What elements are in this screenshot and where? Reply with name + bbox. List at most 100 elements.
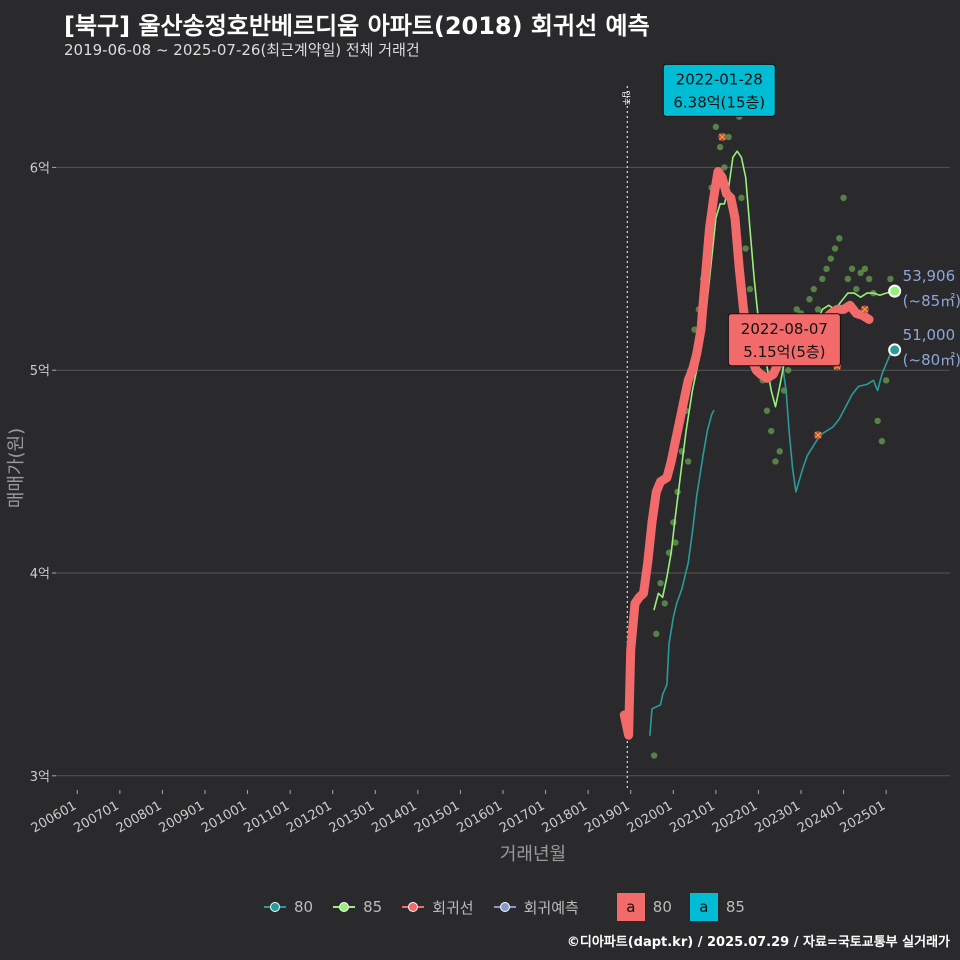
scatter-point <box>848 265 856 273</box>
x-tick-label: 200701 <box>71 798 121 836</box>
legend-item-regression: 회귀선 <box>400 894 474 920</box>
legend-box-85-swatch: a <box>689 893 718 921</box>
legend-85-icon <box>333 902 356 912</box>
y-tick-label: 6억 <box>30 161 50 176</box>
y-tick-label: 3억 <box>30 770 50 785</box>
x-tick-label: 201601 <box>455 798 505 836</box>
legend-box-85: a 85 <box>689 893 745 921</box>
scatter-point <box>853 285 860 293</box>
legend-forecast-label: 회귀예측 <box>523 898 579 917</box>
x-tick-label: 201301 <box>327 798 377 836</box>
legend-85-label: 85 <box>363 898 383 916</box>
scatter-point <box>840 194 847 202</box>
scatter-point <box>653 630 660 638</box>
scatter-point <box>827 255 834 262</box>
legend-regression-label: 회귀선 <box>432 898 474 917</box>
end-value-label: 53,906 <box>903 267 956 285</box>
scatter-point <box>887 275 894 283</box>
scatter-point <box>772 458 779 465</box>
scatter-point <box>746 285 754 293</box>
scatter-point <box>861 265 869 273</box>
scatter-point <box>785 367 792 374</box>
scatter-point <box>831 245 839 252</box>
scatter-point <box>806 296 813 303</box>
end-value-label: 51,000 <box>903 326 956 344</box>
x-tick-label: 201901 <box>582 798 632 836</box>
x-tick-label: 202401 <box>795 798 845 836</box>
move-in-label: 입주 <box>621 91 630 106</box>
legend-item-forecast: 회귀예측 <box>492 894 579 920</box>
annotation-date: 2022-08-07 <box>741 320 828 338</box>
legend-item-80: 80 <box>262 894 313 920</box>
end-unit-label: (~85㎡) <box>903 292 960 310</box>
x-tick-label: 201101 <box>242 798 292 836</box>
scatter-point <box>657 579 664 587</box>
scatter-point <box>684 458 692 465</box>
x-tick-label: 201801 <box>540 798 590 836</box>
legend-80-label: 80 <box>294 898 314 916</box>
x-tick-label: 200601 <box>29 798 79 836</box>
annotation-value: 5.15억(5층) <box>743 343 825 361</box>
scatter-point <box>721 164 728 171</box>
annotation-box <box>727 313 841 367</box>
legend-box-80: a 80 <box>616 893 672 921</box>
scatter-point <box>819 275 826 283</box>
scatter-point <box>874 417 881 425</box>
x-tick-label: 202501 <box>838 798 888 836</box>
scatter-point <box>882 377 890 384</box>
end-marker-85 <box>888 284 902 298</box>
scatter-point <box>738 194 745 202</box>
legend-box-85-label: 85 <box>725 898 745 916</box>
legend-box-80-label: 80 <box>652 898 672 916</box>
scatter-point <box>810 285 817 293</box>
scatter-point <box>768 427 775 435</box>
scatter-point <box>661 600 668 607</box>
axes: 3억4억5억6억20060120070120080120090120100120… <box>6 91 888 865</box>
scatter-point <box>650 752 658 759</box>
x-tick-label: 200901 <box>157 798 207 836</box>
x-axis-title: 거래년월 <box>500 844 566 865</box>
series-line-80 <box>781 349 896 493</box>
highlight-x <box>814 431 822 439</box>
highlight-x <box>861 305 869 313</box>
scatter-point <box>712 123 720 131</box>
annotation-value: 6.38억(15층) <box>673 93 765 111</box>
y-tick-label: 5억 <box>30 364 50 379</box>
legend-box-80-swatch: a <box>616 893 645 921</box>
x-tick-label: 201201 <box>284 798 334 836</box>
series-lines <box>619 150 896 740</box>
x-tick-label: 201501 <box>412 798 462 836</box>
chart-subtitle: 2019-06-08 ~ 2025-07-26(최근계약일) 전체 거래건 <box>64 41 420 59</box>
highlight-x <box>718 133 726 141</box>
legend: 80 85 회귀선 회귀예측 a 80 a 85 <box>262 893 763 921</box>
scatter-point <box>823 265 830 273</box>
scatter-point <box>836 235 843 242</box>
x-tick-label: 202201 <box>710 798 760 836</box>
legend-item-85: 85 <box>331 894 382 920</box>
x-tick-label: 202101 <box>667 798 717 836</box>
x-tick-label: 202301 <box>753 798 803 836</box>
y-axis-title: 매매가(원) <box>6 428 27 508</box>
x-tick-label: 202001 <box>625 798 675 836</box>
legend-80-icon <box>264 902 286 912</box>
scatter-point <box>844 275 852 283</box>
x-tick-label: 201401 <box>369 798 419 836</box>
scatter-point <box>742 245 749 252</box>
chart-title: [북구] 울산송정호반베르디움 아파트(2018) 회귀선 예측 <box>64 12 650 40</box>
scatter-point <box>716 143 724 151</box>
scatter-point <box>878 437 886 445</box>
scatter-point <box>865 275 873 283</box>
end-marker-80 <box>888 343 902 357</box>
y-tick-label: 4억 <box>30 567 50 582</box>
annotation-box <box>662 63 776 117</box>
legend-regression-icon <box>402 902 425 912</box>
annotations: 51,000 (~80㎡) 53,906 (~85㎡) 2022-01-28 6.38억(… <box>662 63 960 369</box>
scatter-point <box>776 448 783 455</box>
scatter-point <box>814 306 822 313</box>
scatter-point <box>725 133 732 141</box>
x-tick-label: 201701 <box>497 798 547 836</box>
series-line-80 <box>649 410 715 736</box>
x-tick-label: 200801 <box>114 798 164 836</box>
scatter-point <box>672 539 679 546</box>
